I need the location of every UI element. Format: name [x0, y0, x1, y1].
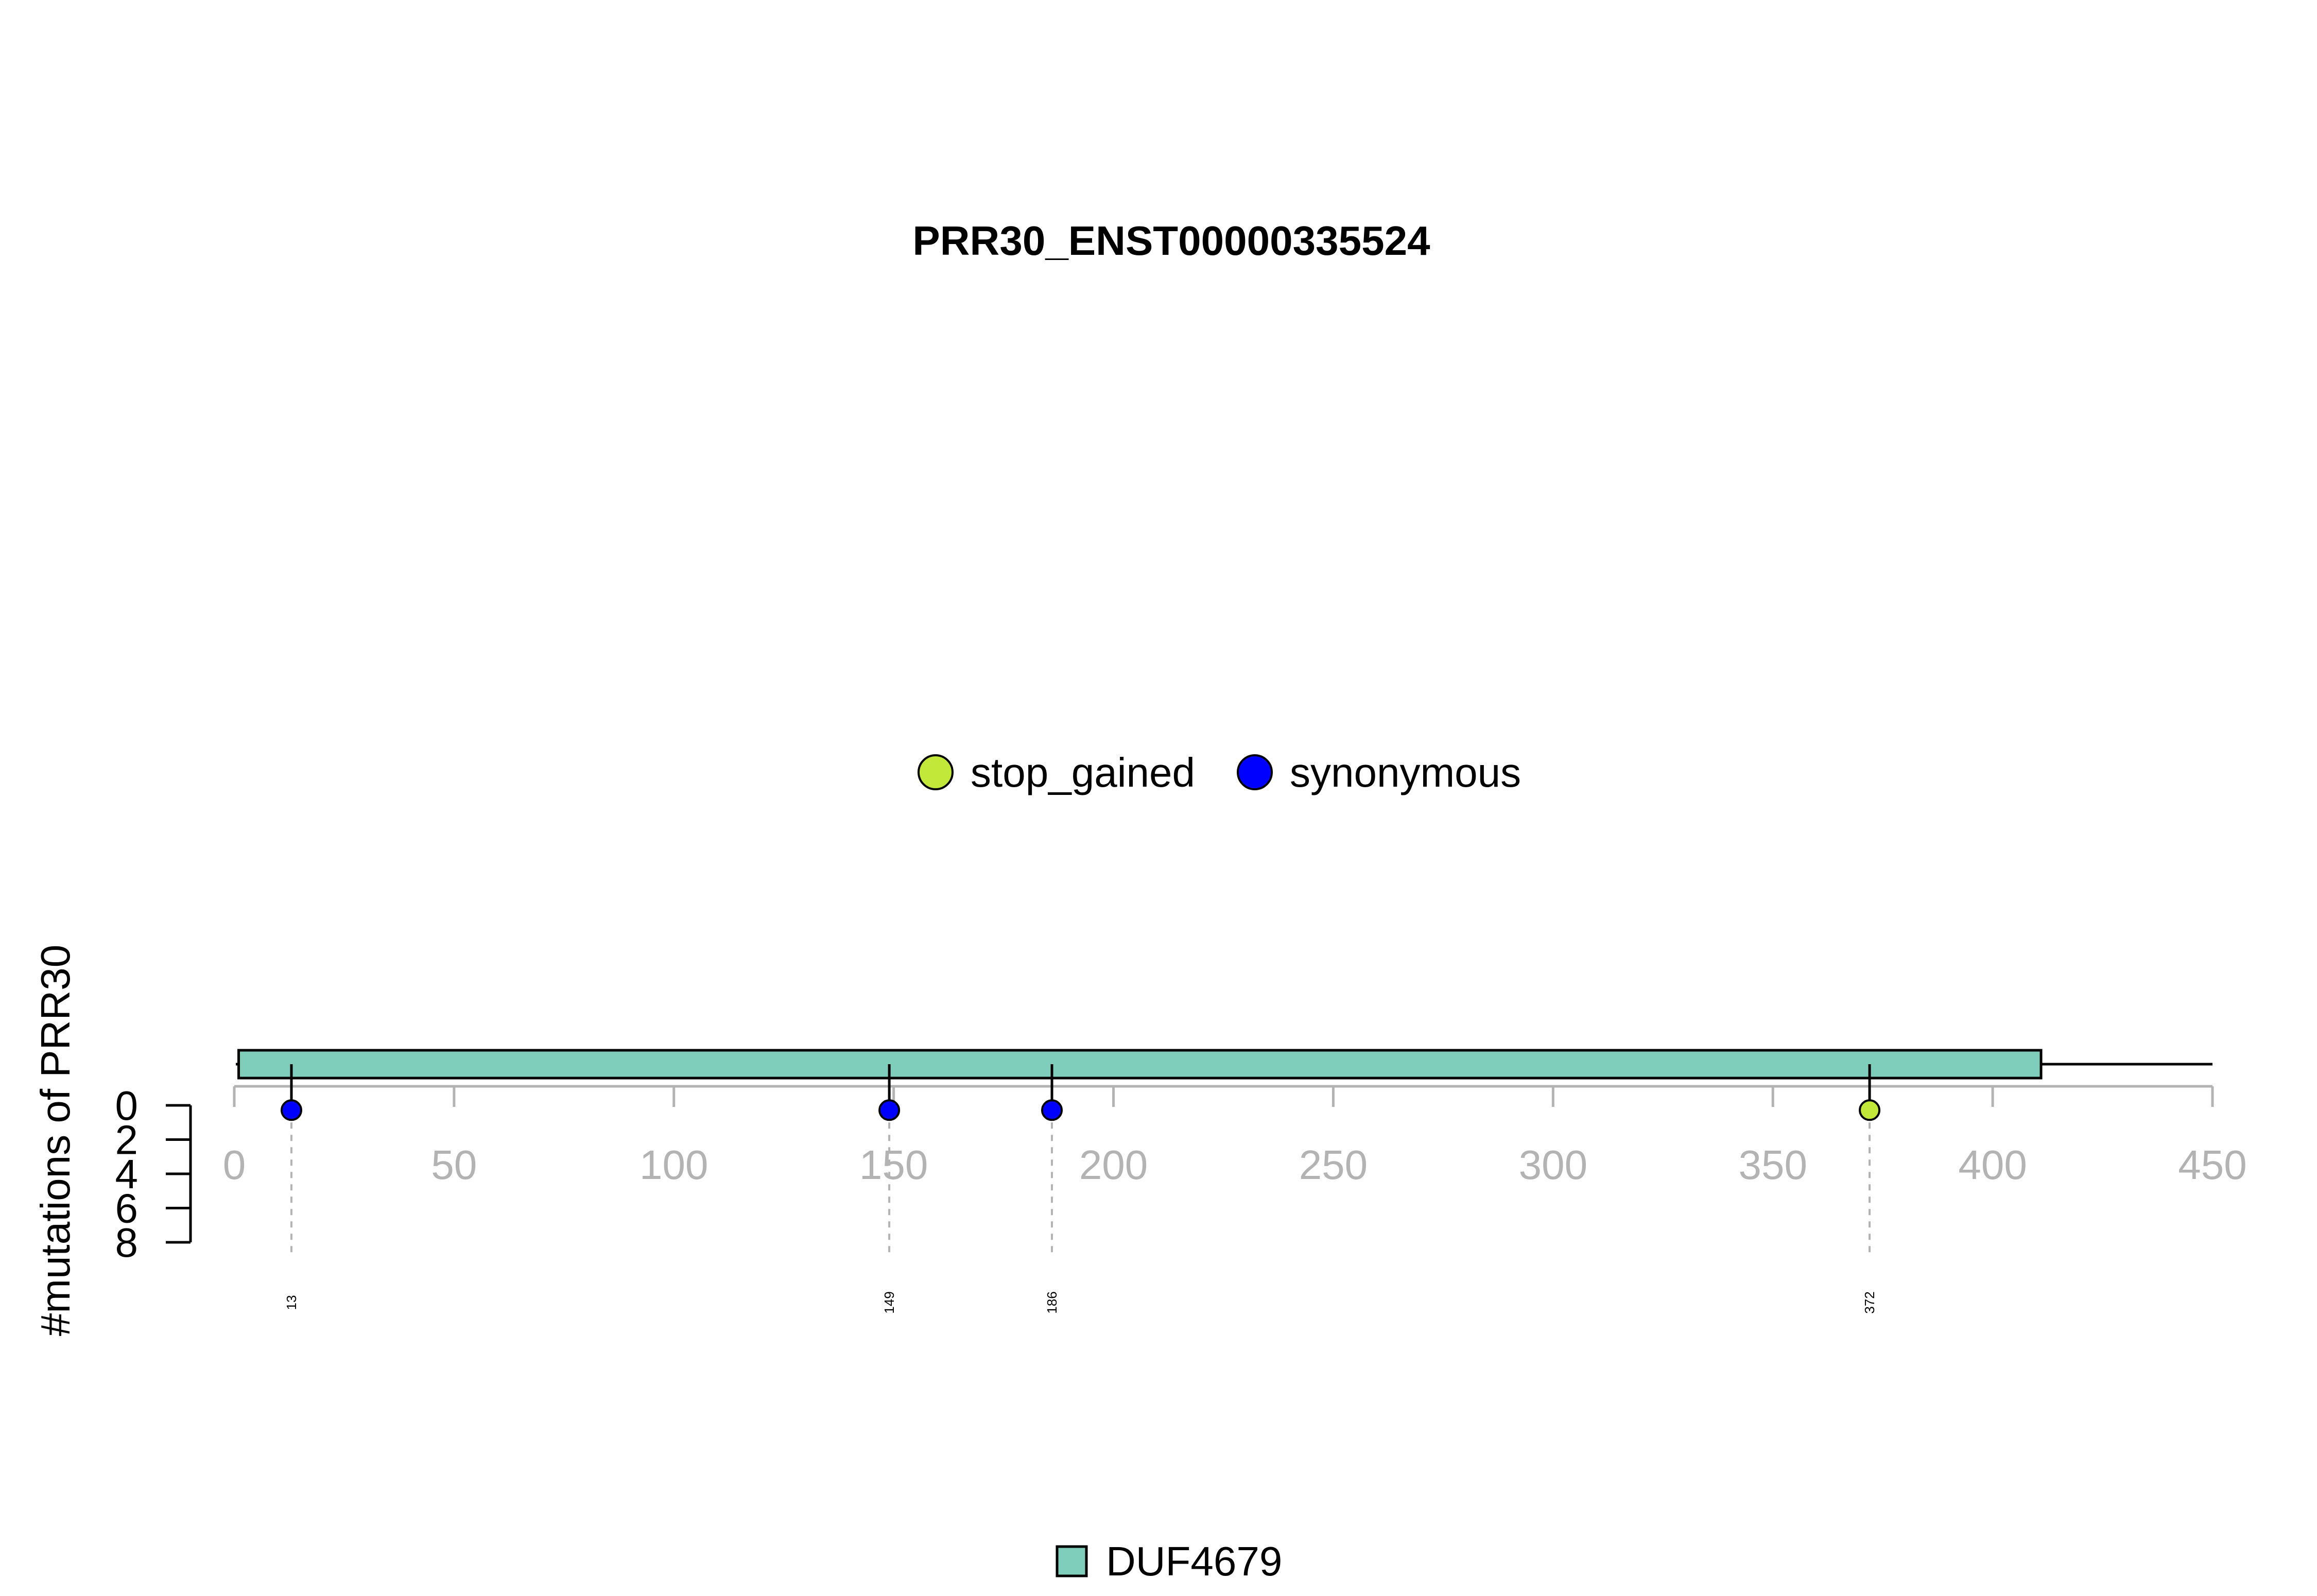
y-axis-label: #mutations of PRR30 — [32, 945, 78, 1336]
legend-synonymous-label: synonymous — [1290, 750, 1521, 795]
mutation-point — [1041, 1099, 1063, 1121]
x-tick-label: 150 — [859, 1142, 928, 1188]
legend-stop-gained-icon — [918, 754, 954, 790]
x-tick-label: 250 — [1299, 1142, 1368, 1188]
legend-synonymous-icon — [1237, 754, 1273, 790]
mutation-point — [878, 1099, 901, 1121]
legend-stop-gained-label: stop_gained — [971, 750, 1195, 795]
y-tick-label: 8 — [115, 1220, 139, 1265]
x-axis-ticks: 0 50 100 150 200 250 300 350 400 450 — [223, 1086, 2247, 1188]
x-tick-label: 100 — [639, 1142, 708, 1188]
mutation-lollipops: 13 149 186 372 — [280, 1064, 1881, 1314]
chart-title: PRR30_ENST00000335524 — [912, 218, 1430, 264]
domain-legend: DUF4679 — [1056, 1538, 1282, 1584]
mutation-position-label: 186 — [1044, 1291, 1060, 1313]
legend-duf4679-label: DUF4679 — [1106, 1538, 1282, 1584]
x-tick-label: 50 — [431, 1142, 477, 1188]
mutation-position-label: 149 — [881, 1291, 897, 1313]
x-tick-label: 450 — [2178, 1142, 2246, 1188]
mutation-position-label: 13 — [284, 1295, 299, 1310]
mutation-point — [280, 1099, 302, 1121]
y-tick-label: 4 — [115, 1151, 139, 1197]
mutation-type-legend: stop_gained synonymous — [918, 750, 1521, 795]
mutation-position-label: 372 — [1862, 1291, 1877, 1313]
y-tick-label: 6 — [115, 1186, 139, 1231]
x-tick-label: 0 — [223, 1142, 246, 1188]
legend-duf4679-icon — [1056, 1545, 1088, 1577]
y-tick-label: 2 — [115, 1117, 139, 1163]
mutation-point — [1859, 1099, 1881, 1121]
x-axis: 0 50 100 150 200 250 300 350 400 450 — [223, 1085, 2247, 1188]
x-tick-label: 300 — [1519, 1142, 1587, 1188]
x-tick-label: 200 — [1079, 1142, 1148, 1188]
x-tick-label: 400 — [1958, 1142, 2027, 1188]
domain-duf4679 — [237, 1049, 2043, 1080]
y-tick-label: 0 — [115, 1083, 139, 1129]
x-tick-label: 350 — [1738, 1142, 1807, 1188]
